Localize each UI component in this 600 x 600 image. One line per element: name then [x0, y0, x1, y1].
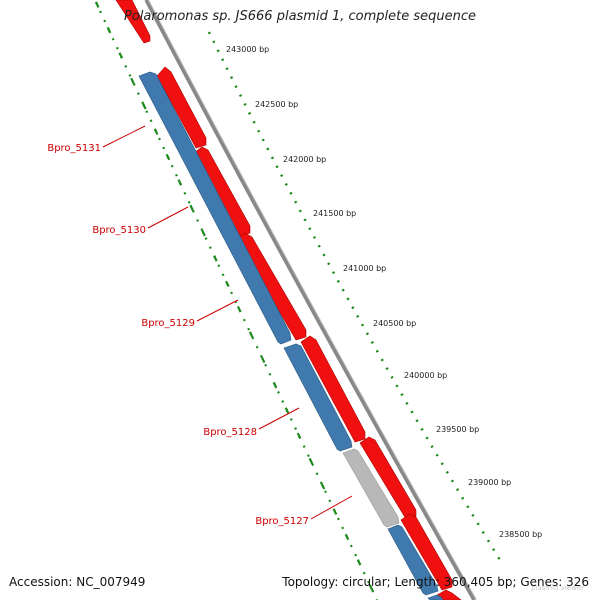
coordinate-label: 241500 bp	[313, 209, 356, 218]
gene-label-leader	[102, 125, 146, 148]
coordinate-labels: 243000 bp 242500 bp 242000 bp 241500 bp …	[226, 45, 542, 539]
backbone	[144, 0, 476, 600]
coordinate-label: 242000 bp	[283, 155, 326, 164]
outer-tick-ring	[207, 31, 502, 561]
forward-gene[interactable]	[436, 589, 462, 600]
coordinate-label: 239000 bp	[468, 478, 511, 487]
reverse-gene[interactable]	[387, 524, 439, 596]
coordinate-label: 239500 bp	[436, 425, 479, 434]
reverse-gene[interactable]	[138, 71, 292, 345]
forward-strand-genes	[115, 0, 462, 600]
coordinate-label: 241000 bp	[343, 264, 386, 273]
gene-label[interactable]: Bpro_5128	[203, 427, 257, 438]
gene-labels: Bpro_5131 Bpro_5130 Bpro_5129 Bpro_5128 …	[47, 143, 309, 527]
coordinate-label: 240500 bp	[373, 319, 416, 328]
coordinate-label: 243000 bp	[226, 45, 269, 54]
gene-label-leader	[147, 206, 189, 229]
gene-label-leader	[310, 495, 353, 520]
forward-gene[interactable]	[359, 436, 417, 520]
accession-text: Accession: NC_007949	[9, 575, 146, 589]
backbone-shadow	[147, 0, 477, 600]
map-title: Polaromonas sp. JS666 plasmid 1, complet…	[123, 9, 476, 24]
gene-label[interactable]: Bpro_5130	[92, 225, 146, 236]
forward-gene[interactable]	[400, 513, 453, 591]
coordinate-label: 242500 bp	[255, 100, 298, 109]
gene-label-leader	[196, 299, 239, 322]
other-gene[interactable]	[342, 448, 400, 528]
coordinate-label: 238500 bp	[499, 530, 542, 539]
watermark-text: plasmid viewer	[530, 584, 584, 592]
gene-label[interactable]: Bpro_5131	[47, 143, 101, 154]
forward-gene[interactable]	[115, 0, 151, 44]
gene-label-leader	[258, 407, 300, 430]
gene-label-leaders	[102, 125, 353, 520]
gene-label[interactable]: Bpro_5127	[255, 516, 309, 527]
forward-gene[interactable]	[300, 335, 366, 443]
sequence-summary-text: Topology: circular; Length: 360,405 bp; …	[282, 575, 589, 589]
reverse-strand-genes	[138, 71, 444, 600]
gene-label[interactable]: Bpro_5129	[141, 318, 195, 329]
reverse-gene[interactable]	[283, 343, 353, 452]
coordinate-label: 240000 bp	[404, 371, 447, 380]
